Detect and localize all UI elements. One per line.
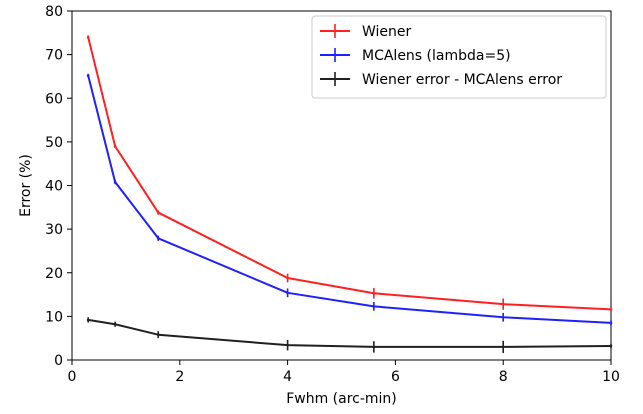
data-point <box>609 308 613 311</box>
data-point <box>86 35 90 39</box>
y-tick-label: 80 <box>45 4 63 20</box>
x-tick-label: 4 <box>283 369 292 385</box>
legend-label: Wiener <box>362 24 412 40</box>
x-tick-label: 8 <box>499 369 508 385</box>
data-point <box>156 211 160 214</box>
data-point <box>501 345 505 349</box>
y-tick-label: 30 <box>45 222 63 238</box>
legend-label: MCAlens (lambda=5) <box>362 48 511 64</box>
data-point <box>113 322 117 326</box>
data-point <box>156 333 160 336</box>
x-tick-label: 10 <box>602 369 620 385</box>
data-point <box>501 302 505 306</box>
y-tick-label: 60 <box>45 91 63 107</box>
data-point <box>113 180 117 184</box>
data-point <box>372 345 376 349</box>
data-point <box>286 291 289 295</box>
data-point <box>286 276 289 280</box>
series-3 <box>86 317 613 354</box>
legend-box <box>311 15 607 99</box>
data-point <box>86 318 90 322</box>
series-1 <box>86 35 613 313</box>
legend-item: Wiener <box>320 24 412 40</box>
y-tick-label: 20 <box>45 266 63 282</box>
y-tick-label: 50 <box>45 135 63 151</box>
data-point <box>501 315 505 319</box>
y-axis: 0 10 20 30 40 50 60 70 80 <box>45 4 72 369</box>
x-tick-label: 0 <box>68 369 77 385</box>
y-tick-label: 70 <box>45 48 63 64</box>
series-line <box>88 318 612 348</box>
series-2 <box>86 73 613 326</box>
series-line <box>87 75 612 324</box>
data-point <box>156 236 160 240</box>
y-tick-label: 0 <box>54 353 63 369</box>
data-point <box>286 343 289 347</box>
x-tick-label: 2 <box>175 369 184 385</box>
legend: Wiener MCAlens (lambda=5) Wiener error - M… <box>311 15 607 99</box>
legend-item: MCAlens (lambda=5) <box>320 48 511 64</box>
x-axis-label: Fwhm (arc-min) <box>286 391 397 407</box>
y-tick-label: 40 <box>45 179 63 195</box>
x-axis: 0 2 4 6 8 10 <box>68 360 620 385</box>
x-tick-label: 6 <box>391 369 400 385</box>
y-tick-label: 10 <box>45 309 63 325</box>
y-axis-label: Error (%) <box>18 154 34 217</box>
data-point <box>609 321 613 325</box>
data-point <box>372 291 376 295</box>
legend-label: Wiener error - MCAlens error <box>362 72 562 88</box>
data-point <box>609 344 613 348</box>
data-point <box>372 305 376 308</box>
series-layer <box>86 35 613 354</box>
legend-item: Wiener error - MCAlens error <box>320 72 562 88</box>
data-point <box>86 74 90 77</box>
data-point <box>113 144 117 148</box>
